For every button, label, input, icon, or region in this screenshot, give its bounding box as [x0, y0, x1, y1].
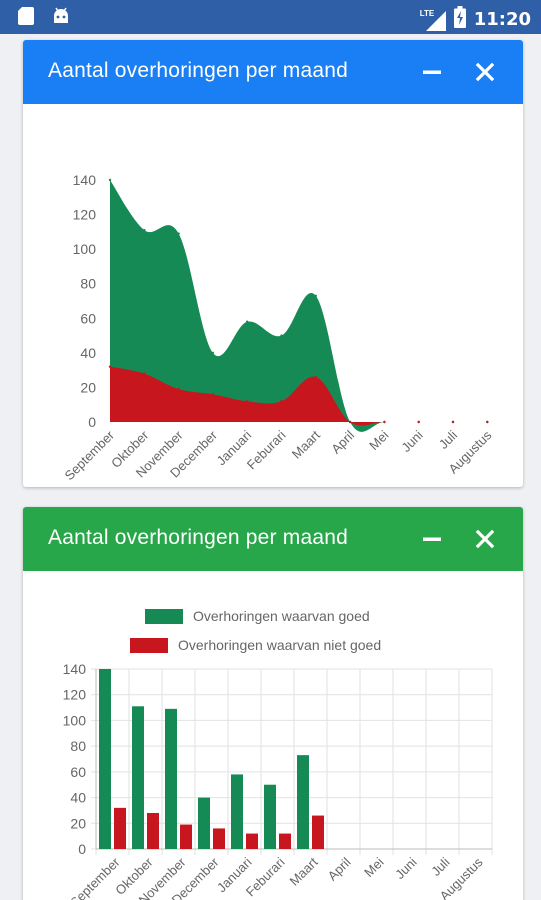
data-point: [211, 351, 215, 355]
y-tick-label: 80: [70, 738, 86, 754]
clock: 11:20: [473, 9, 531, 30]
x-tick-label: Juli: [436, 427, 460, 451]
area-series-0: [110, 180, 488, 432]
y-tick-label: 0: [78, 841, 86, 857]
x-tick-label: September: [67, 854, 123, 900]
close-button[interactable]: [473, 60, 497, 84]
bar-niet-goed: [312, 815, 324, 849]
chart-legend: Overhoringen waarvan goed Overhoringen w…: [23, 605, 523, 665]
y-tick-label: 40: [80, 345, 96, 361]
panel-bar-chart: Aantal overhoringen per maand Overhoring…: [23, 507, 523, 900]
data-point: [108, 178, 112, 182]
y-tick-label: 100: [63, 712, 87, 728]
legend-swatch-niet-goed: [130, 637, 168, 653]
bar-niet-goed: [147, 813, 159, 849]
bar-goed: [231, 774, 243, 849]
data-point: [177, 387, 180, 391]
y-tick-label: 120: [63, 687, 87, 703]
data-point: [486, 420, 489, 424]
area-series-1: [110, 366, 488, 426]
y-tick-label: 20: [80, 379, 96, 395]
bar-niet-goed: [279, 833, 291, 849]
x-tick-label: April: [328, 427, 357, 456]
y-tick-label: 140: [73, 172, 97, 188]
x-tick-label: April: [325, 854, 354, 883]
x-tick-label: Mei: [366, 427, 391, 452]
x-tick-label: Juli: [428, 854, 452, 878]
panel-title: Aantal overhoringen per maand: [48, 526, 348, 549]
close-button[interactable]: [473, 527, 497, 551]
data-point: [451, 420, 455, 424]
x-tick-label: Juni: [392, 854, 420, 882]
bar-niet-goed: [180, 824, 192, 849]
y-tick-label: 60: [70, 764, 86, 780]
x-tick-label: Juni: [398, 427, 426, 455]
data-point: [280, 400, 283, 403]
status-bar: LTE 11:20: [0, 0, 541, 34]
bar-goed: [132, 706, 144, 849]
panel-title: Aantal overhoringen per maand: [48, 59, 348, 82]
legend-label: Overhoringen waarvan goed: [193, 608, 370, 624]
minimize-button[interactable]: [420, 60, 444, 84]
legend-item[interactable]: Overhoringen waarvan goed: [145, 608, 370, 624]
panel-area-chart: Aantal overhoringen per maand 0 20 40 60 80 1…: [23, 40, 523, 487]
bar-goed: [165, 708, 177, 849]
x-tick-label: Maart: [289, 427, 323, 461]
data-point: [314, 294, 317, 298]
y-tick-label: 120: [73, 207, 97, 223]
x-tick-label: Maart: [287, 854, 321, 888]
data-point: [280, 334, 283, 337]
bar-niet-goed: [246, 833, 258, 849]
sd-card-icon: [18, 7, 34, 30]
y-tick-label: 0: [88, 414, 96, 430]
close-icon: [475, 529, 495, 549]
x-tick-label: Feburari: [244, 427, 289, 472]
bar-goed: [264, 784, 276, 849]
data-point: [314, 375, 317, 379]
y-tick-label: 60: [80, 310, 96, 326]
close-icon: [475, 62, 495, 82]
data-point: [348, 420, 352, 424]
bar-goed: [99, 669, 111, 849]
legend-item[interactable]: Overhoringen waarvan niet goed: [130, 637, 381, 653]
y-tick-label: 100: [73, 241, 97, 257]
data-point: [143, 228, 146, 232]
lte-signal-icon: LTE: [420, 9, 446, 31]
legend-swatch-goed: [145, 608, 183, 624]
y-tick-label: 140: [63, 661, 87, 677]
y-tick-label: 80: [80, 276, 96, 292]
data-point: [417, 420, 420, 424]
data-point: [143, 372, 146, 375]
panel-header: Aantal overhoringen per maand: [23, 40, 523, 104]
minimize-button[interactable]: [420, 527, 444, 551]
data-point: [246, 320, 249, 323]
legend-label: Overhoringen waarvan niet goed: [178, 637, 382, 653]
bar-niet-goed: [213, 828, 225, 849]
bar-niet-goed: [114, 807, 126, 849]
data-point: [246, 400, 249, 403]
android-icon: [52, 7, 70, 30]
minus-icon: [423, 537, 441, 541]
battery-icon: [453, 6, 466, 33]
bar-chart: 020406080100120140SeptemberOktoberNovemb…: [63, 661, 493, 900]
bar-goed: [198, 797, 210, 849]
data-point: [108, 365, 112, 368]
bar-goed: [297, 755, 309, 849]
x-tick-label: September: [62, 427, 118, 483]
y-tick-label: 20: [70, 815, 86, 831]
y-tick-label: 40: [70, 790, 86, 806]
data-point: [383, 420, 386, 424]
data-point: [177, 232, 180, 235]
area-chart: 020406080100120140SeptemberOktoberNovemb…: [62, 172, 495, 483]
minus-icon: [423, 70, 441, 74]
panel-header: Aantal overhoringen per maand: [23, 507, 523, 571]
data-point: [211, 393, 215, 396]
x-tick-label: Mei: [361, 854, 386, 879]
